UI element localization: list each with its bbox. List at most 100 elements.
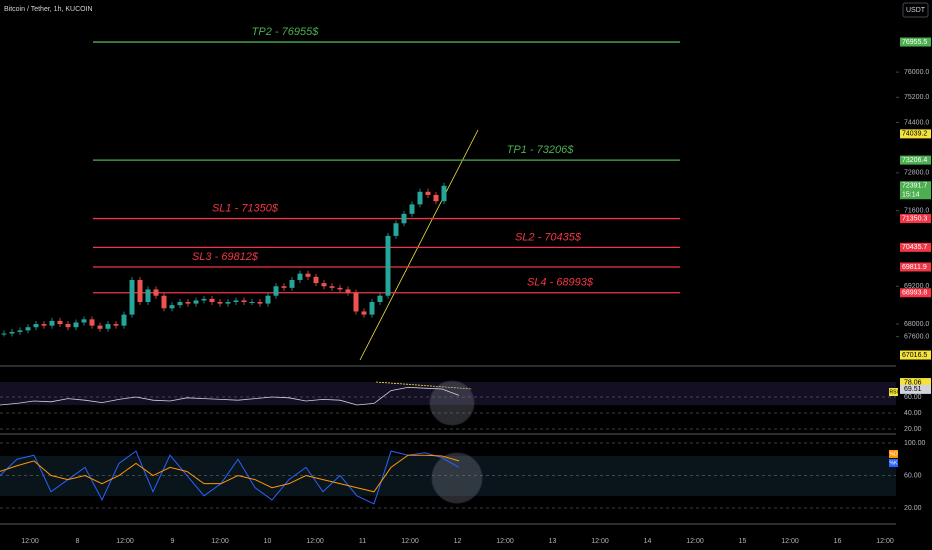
candle <box>441 185 447 202</box>
x-tick-label: 12:00 <box>876 538 894 545</box>
x-tick-label: 8 <box>76 538 80 545</box>
x-tick-label: 13 <box>549 538 557 545</box>
rsi-badge <box>900 378 931 388</box>
candle <box>17 330 23 332</box>
candle <box>361 311 367 315</box>
highlight-circle <box>431 452 483 504</box>
stoch-tick-label: 100.00 <box>904 440 926 447</box>
candle <box>353 292 359 312</box>
candle <box>49 320 55 326</box>
x-tick-label: 12:00 <box>686 538 704 545</box>
candle <box>185 302 191 304</box>
candle <box>433 194 439 202</box>
x-tick-label: 12:00 <box>306 538 324 545</box>
x-tick-label: 12:00 <box>781 538 799 545</box>
y-tick-label: 69200.0 <box>904 283 929 290</box>
price-badge-label: 67016.5 <box>902 352 927 359</box>
price-badge <box>900 288 931 298</box>
stoch-tick-label: 20.00 <box>904 505 922 512</box>
price-badge <box>900 262 931 272</box>
stoch-line <box>0 454 460 493</box>
candle <box>225 302 231 304</box>
x-tick-label: 15 <box>739 538 747 545</box>
candle <box>289 279 295 288</box>
rsi-line <box>0 386 460 406</box>
x-tick-label: 12:00 <box>401 538 419 545</box>
candle <box>393 223 399 236</box>
x-tick-label: 11 <box>359 538 366 545</box>
y-tick-label: 74400.0 <box>904 119 929 126</box>
candle <box>201 298 207 301</box>
candle <box>217 302 223 304</box>
chart-title: Bitcoin / Tether, 1h, KUCOIN <box>4 6 93 13</box>
price-badge <box>900 242 931 252</box>
candle <box>265 295 271 304</box>
candle <box>89 319 95 326</box>
candle <box>169 305 175 309</box>
price-badge <box>900 181 931 200</box>
level-label: SL1 - 71350$ <box>212 202 279 214</box>
candle <box>337 287 343 290</box>
y-tick-label: 67600.0 <box>904 334 929 341</box>
price-badge-label: 70435.7 <box>902 244 927 251</box>
stoch-tag-label: %D <box>890 451 898 457</box>
x-tick-label: 9 <box>171 538 175 545</box>
y-tick-label: 71600.0 <box>904 208 929 215</box>
price-badge-label: 72391.7 <box>902 183 927 190</box>
candle <box>377 295 383 303</box>
level-label: SL2 - 70435$ <box>515 231 582 243</box>
x-tick-label: 12 <box>454 538 462 545</box>
candle <box>25 327 31 331</box>
level-label: TP1 - 73206$ <box>507 144 575 156</box>
candle <box>33 324 39 328</box>
x-tick-label: 12:00 <box>591 538 609 545</box>
candle <box>161 295 167 309</box>
candle <box>41 324 47 326</box>
x-tick-label: 12:00 <box>21 538 39 545</box>
stoch-tag <box>889 459 898 467</box>
candle <box>257 302 263 304</box>
rsi-tag <box>889 388 898 396</box>
x-tick-label: 12:00 <box>116 538 134 545</box>
price-badge <box>900 214 931 224</box>
candle <box>345 289 351 293</box>
stoch-tick-label: 60.00 <box>904 472 922 479</box>
level-label: SL4 - 68993$ <box>527 277 594 289</box>
rsi-badge-label: 78.06 <box>904 379 922 386</box>
candle <box>65 324 71 328</box>
rsi-tick-label: 20.00 <box>904 426 922 433</box>
price-badge-label: 68993.8 <box>902 290 927 297</box>
currency-label[interactable]: USDT <box>906 7 926 14</box>
y-tick-label: 76000.0 <box>904 69 929 76</box>
candle <box>73 322 79 328</box>
price-badge <box>900 37 931 47</box>
price-badge <box>900 155 931 165</box>
price-badge <box>900 129 931 139</box>
candle <box>9 331 15 334</box>
candle <box>105 324 111 329</box>
candle <box>321 283 327 287</box>
highlight-circle <box>429 380 475 426</box>
candle <box>273 286 279 296</box>
candle <box>249 302 255 304</box>
divergence-line <box>375 381 473 390</box>
y-tick-label: 68000.0 <box>904 321 929 328</box>
currency-button[interactable] <box>902 2 929 18</box>
candle <box>145 289 151 303</box>
candle <box>193 300 199 304</box>
rsi-tick-label: 60.00 <box>904 394 922 401</box>
stoch-tag <box>889 450 898 458</box>
candle <box>425 191 431 195</box>
candle <box>305 273 311 277</box>
rsi-tick-label: 40.00 <box>904 410 922 417</box>
price-badge-label: 76955.5 <box>902 39 927 46</box>
candle <box>81 319 87 323</box>
x-tick-label: 12:00 <box>211 538 229 545</box>
candle <box>129 279 135 315</box>
candle <box>1 333 7 335</box>
candle <box>297 273 303 280</box>
rsi-badge-label: 69.51 <box>904 386 922 393</box>
candle <box>313 276 319 284</box>
candle <box>233 300 239 303</box>
